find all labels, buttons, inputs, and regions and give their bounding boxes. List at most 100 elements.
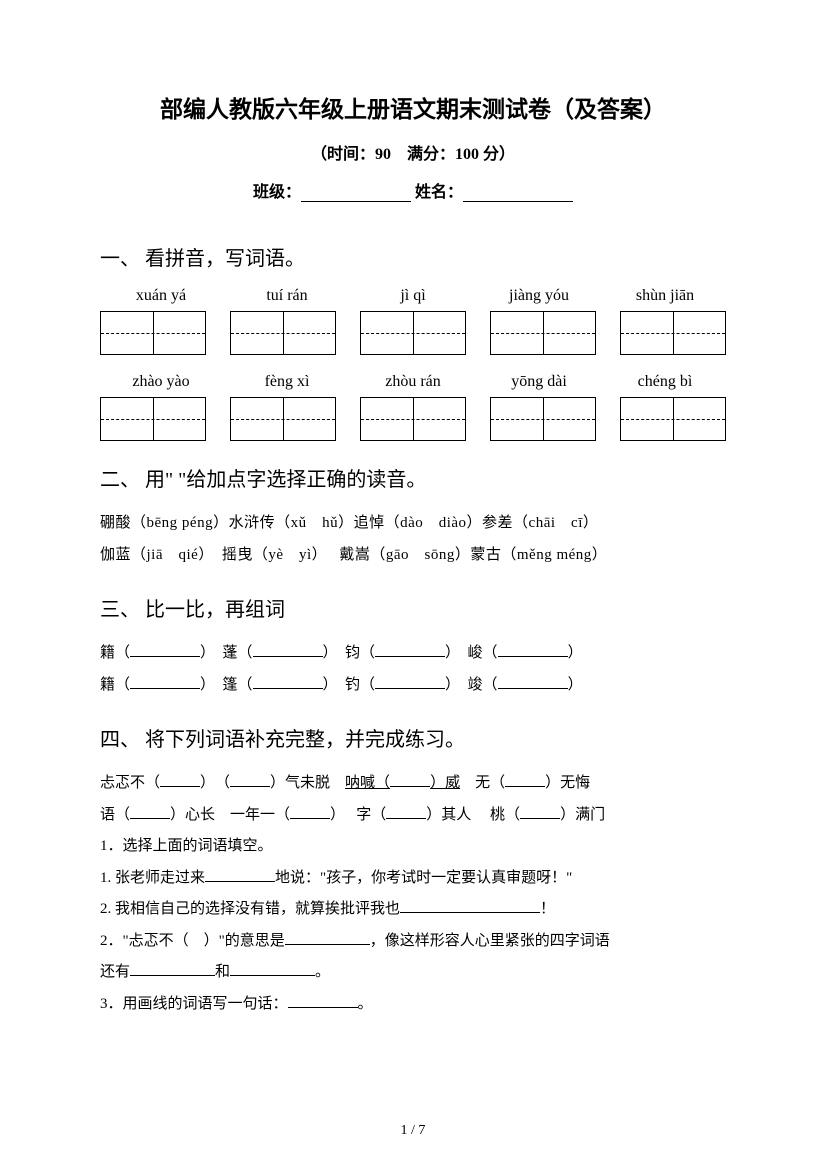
sec3-text: ）	[568, 645, 583, 661]
sec4-text: 忐忑不（	[100, 775, 160, 791]
blank-input[interactable]	[520, 805, 560, 819]
sec3-text: ） 竣（	[445, 677, 498, 693]
sec3-text: ） 钧（	[323, 645, 376, 661]
class-blank[interactable]	[301, 186, 411, 202]
pinyin-label: shùn jiān	[610, 287, 720, 305]
sec3-text: ） 蓬（	[200, 645, 253, 661]
pinyin-label: chéng bì	[610, 373, 720, 391]
section4-q2: 2．"忐忑不（ ）"的意思是，像这样形容人心里紧张的四字词语	[100, 926, 726, 958]
char-input-box[interactable]	[620, 311, 726, 355]
sec4-text: 呐喊（	[345, 775, 390, 791]
sec4-text: 地说："孩子，你考试时一定要认真审题呀！"	[275, 870, 572, 886]
sec4-text: 还有	[100, 964, 130, 980]
exam-subtitle: （时间：90 满分：100 分）	[100, 140, 726, 164]
section3-heading: 三、 比一比，再组词	[100, 593, 726, 622]
blank-input[interactable]	[390, 773, 430, 787]
blank-input[interactable]	[290, 805, 330, 819]
pinyin-label: fèng xì	[232, 373, 342, 391]
sec4-text: ，像这样形容人心里紧张的四字词语	[370, 933, 610, 949]
sec3-text: ） 峻（	[445, 645, 498, 661]
char-input-box[interactable]	[490, 311, 596, 355]
blank-input[interactable]	[205, 868, 275, 882]
sec4-text: ！	[540, 901, 555, 917]
sec4-text: 1. 张老师走过来	[100, 870, 205, 886]
sec4-text: ）心长 一年一（	[170, 807, 290, 823]
pinyin-label: yōng dài	[484, 373, 594, 391]
sec4-text: 和	[215, 964, 230, 980]
blank-input[interactable]	[130, 675, 200, 689]
blank-input[interactable]	[160, 773, 200, 787]
sec3-text: ）	[568, 677, 583, 693]
blank-input[interactable]	[386, 805, 426, 819]
underlined-word: 呐喊（ ）威	[345, 775, 460, 791]
pinyin-row-2: zhào yào fèng xì zhòu rán yōng dài chéng…	[100, 373, 726, 391]
char-input-box[interactable]	[100, 311, 206, 355]
class-label: 班级：	[253, 184, 301, 201]
blank-input[interactable]	[230, 962, 315, 976]
sec4-text: 2. 我相信自己的选择没有错，就算挨批评我也	[100, 901, 400, 917]
section3-row1: 籍（ ） 蓬（ ） 钧（ ） 峻（ ）	[100, 638, 726, 670]
blank-input[interactable]	[400, 899, 540, 913]
blank-input[interactable]	[130, 805, 170, 819]
section4-heading: 四、 将下列词语补充完整，并完成练习。	[100, 723, 726, 752]
section4-q2b: 还有 和 。	[100, 957, 726, 989]
blank-input[interactable]	[498, 675, 568, 689]
char-input-box[interactable]	[360, 311, 466, 355]
sec4-text: ）其人 桃（	[426, 807, 520, 823]
char-input-box[interactable]	[360, 397, 466, 441]
sec4-text: ）威	[430, 775, 460, 791]
char-box-row-2	[100, 397, 726, 441]
blank-input[interactable]	[130, 962, 215, 976]
name-label: 姓名：	[415, 184, 463, 201]
sec4-text: ）无悔	[545, 775, 590, 791]
section2-heading: 二、 用" "给加点字选择正确的读音。	[100, 463, 726, 492]
sec4-text: 3．用画线的词语写一句话：	[100, 996, 288, 1012]
char-input-box[interactable]	[230, 397, 336, 441]
blank-input[interactable]	[230, 773, 270, 787]
sec4-text: ） 字（	[330, 807, 386, 823]
section4-q1-1: 1. 张老师走过来 地说："孩子，你考试时一定要认真审题呀！"	[100, 863, 726, 895]
blank-input[interactable]	[375, 675, 445, 689]
sec3-text: ） 钓（	[323, 677, 376, 693]
blank-input[interactable]	[505, 773, 545, 787]
section4-q1: 1．选择上面的词语填空。	[100, 831, 726, 863]
section3-row2: 籍（ ） 篷（ ） 钓（ ） 竣（ ）	[100, 670, 726, 702]
section1-heading: 一、 看拼音，写词语。	[100, 242, 726, 271]
pinyin-label: zhòu rán	[358, 373, 468, 391]
pinyin-label: jiàng yóu	[484, 287, 594, 305]
sec4-text: ）满门	[560, 807, 605, 823]
sec3-text: ） 篷（	[200, 677, 253, 693]
section2-line1: 硼酸（bēng péng）水浒传（xǔ hǔ）追悼（dào diào）参差（ch…	[100, 508, 726, 540]
sec4-text: 无（	[460, 775, 505, 791]
pinyin-label: tuí rán	[232, 287, 342, 305]
student-info-line: 班级： 姓名：	[100, 178, 726, 202]
blank-input[interactable]	[130, 643, 200, 657]
section2-line2: 伽蓝（jiā qié） 摇曳（yè yì） 戴嵩（gāo sōng）蒙古（měn…	[100, 540, 726, 572]
page-number: 1 / 7	[0, 1123, 826, 1139]
sec4-text: 。	[315, 964, 330, 980]
char-input-box[interactable]	[100, 397, 206, 441]
blank-input[interactable]	[288, 994, 358, 1008]
pinyin-row-1: xuán yá tuí rán jì qì jiàng yóu shùn jiā…	[100, 287, 726, 305]
sec3-text: 籍（	[100, 677, 130, 693]
blank-input[interactable]	[498, 643, 568, 657]
char-box-row-1	[100, 311, 726, 355]
sec4-text: ）气未脱	[270, 775, 345, 791]
sec3-text: 籍（	[100, 645, 130, 661]
pinyin-label: zhào yào	[106, 373, 216, 391]
blank-input[interactable]	[253, 675, 323, 689]
char-input-box[interactable]	[230, 311, 336, 355]
name-blank[interactable]	[463, 186, 573, 202]
char-input-box[interactable]	[490, 397, 596, 441]
blank-input[interactable]	[285, 931, 370, 945]
sec4-text: ） （	[200, 775, 230, 791]
char-input-box[interactable]	[620, 397, 726, 441]
blank-input[interactable]	[253, 643, 323, 657]
pinyin-label: jì qì	[358, 287, 468, 305]
sec4-text: 。	[358, 996, 373, 1012]
section4-line2: 语（ ）心长 一年一（ ） 字（ ）其人 桃（ ）满门	[100, 800, 726, 832]
sec4-text: 语（	[100, 807, 130, 823]
pinyin-label: xuán yá	[106, 287, 216, 305]
section4-q1-2: 2. 我相信自己的选择没有错，就算挨批评我也 ！	[100, 894, 726, 926]
blank-input[interactable]	[375, 643, 445, 657]
